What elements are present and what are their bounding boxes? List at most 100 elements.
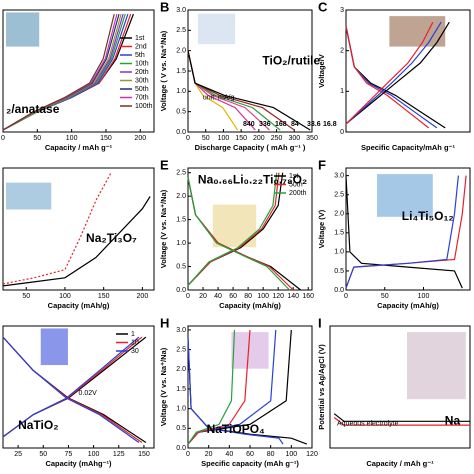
y-tick-label: 2.0 bbox=[176, 366, 186, 373]
y-tick-label: 0.0 bbox=[176, 129, 186, 136]
x-axis-title: Capacity / mAh g⁻¹ bbox=[366, 459, 434, 468]
panel: Capacity / mAh g⁻¹ Potential vs Ag/AgCl (… bbox=[317, 315, 471, 468]
curve bbox=[187, 50, 311, 131]
y-tick-label: 0.5 bbox=[176, 425, 186, 432]
plot-frame bbox=[345, 167, 471, 291]
panel: 0 50 100 0.0 0.5 1.0 1.5 2.0 2.5 3.0 Capacity (mAh… bbox=[317, 157, 471, 310]
y-axis-title: Voltage/V bbox=[317, 54, 326, 88]
x-tick-label: 100 bbox=[66, 135, 78, 142]
y-tick-label: 0.5 bbox=[176, 109, 186, 116]
x-tick-label: 160 bbox=[302, 293, 314, 300]
x-tick-label: 25 bbox=[14, 451, 22, 458]
y-tick-label: 0 bbox=[340, 129, 344, 136]
x-tick-label: 150 bbox=[138, 451, 150, 458]
x-tick-label: 20 bbox=[199, 293, 207, 300]
annotation: Na₀.₆₆Li₀.₂₂Ti₀.₇₈O₂ bbox=[198, 172, 307, 186]
legend-label: 50th bbox=[135, 86, 149, 93]
curve bbox=[345, 21, 442, 125]
legend-label: 16.8 bbox=[323, 121, 337, 128]
x-tick-label: 60 bbox=[246, 451, 254, 458]
x-tick-label: 120 bbox=[272, 293, 284, 300]
annotation: Na bbox=[445, 413, 461, 427]
x-tick-label: 50 bbox=[381, 293, 389, 300]
y-tick-label: 2.5 bbox=[176, 170, 186, 177]
x-tick-label: 0 bbox=[186, 135, 190, 142]
x-tick-label: 120 bbox=[306, 451, 318, 458]
panel-letter: B bbox=[160, 0, 169, 14]
structure-inset bbox=[40, 328, 68, 366]
x-tick-label: 100 bbox=[88, 451, 100, 458]
legend-label: 200th bbox=[289, 190, 307, 197]
y-tick-label: 1.5 bbox=[176, 216, 186, 223]
y-axis-title: Voltage (V vs. Na⁺/Na) bbox=[159, 347, 168, 426]
y-tick-label: 1.0 bbox=[176, 405, 186, 412]
panel: 50 100 150 200 Capacity (mAh/g) Na₂Ti₃O₇ bbox=[2, 167, 155, 310]
x-tick-label: 140 bbox=[287, 293, 299, 300]
annotation: NaTiO₂ bbox=[18, 418, 58, 432]
legend-label: 50th bbox=[289, 181, 303, 188]
annotation: unit: mA/g bbox=[203, 95, 235, 102]
x-tick-label: 100 bbox=[285, 451, 297, 458]
x-tick-label: 60 bbox=[229, 293, 237, 300]
plot-frame bbox=[2, 167, 155, 291]
structure-inset bbox=[6, 12, 40, 47]
y-axis-title: Potential vs Ag/AgCl (V) bbox=[317, 344, 326, 430]
curve bbox=[187, 337, 284, 445]
y-tick-label: 3 bbox=[340, 7, 344, 14]
x-tick-label: 100 bbox=[59, 293, 71, 300]
y-tick-label: 1 bbox=[340, 88, 344, 95]
x-tick-label: 0 bbox=[1, 135, 5, 142]
x-tick-label: 150 bbox=[100, 135, 112, 142]
x-tick-label: 200 bbox=[253, 135, 265, 142]
legend-label: 1st bbox=[289, 173, 298, 180]
structure-inset bbox=[407, 332, 466, 400]
x-tick-label: 150 bbox=[235, 135, 247, 142]
panel: 25 50 75 100 125 150 Capacity (mAhg⁻¹) 110 30 0.0… bbox=[2, 325, 155, 468]
structure-inset bbox=[231, 332, 269, 369]
curve bbox=[187, 172, 290, 291]
curve bbox=[2, 196, 151, 287]
legend-label: 30th bbox=[135, 77, 149, 84]
x-tick-label: 0 bbox=[186, 293, 190, 300]
plot-frame bbox=[187, 167, 313, 291]
legend-label: 10 bbox=[131, 339, 139, 346]
structure-inset bbox=[197, 13, 236, 45]
x-tick-label: 50 bbox=[33, 135, 41, 142]
y-tick-label: 1.5 bbox=[176, 68, 186, 75]
panel: 0 50 100 150 200 250 300 350 0.0 0.5 1.0 1.5 2.0 2.5 3… bbox=[159, 0, 337, 152]
x-tick-label: 40 bbox=[225, 451, 233, 458]
x-axis-title: Discharge Capacity ( mAh g⁻¹ ) bbox=[195, 143, 306, 152]
curve bbox=[2, 171, 112, 285]
x-axis-title: Capacity (mAh/g) bbox=[377, 301, 439, 310]
curve bbox=[2, 336, 140, 443]
panel: 0 20 40 60 80 100 120 140 160 0.0 0.5 1.0 1.5 2.0 2.5 C… bbox=[159, 157, 314, 310]
legend-label: 1st bbox=[135, 35, 144, 42]
y-tick-label: 1.0 bbox=[334, 249, 344, 256]
legend-label: 336 bbox=[259, 121, 271, 128]
y-tick-label: 2.0 bbox=[176, 193, 186, 200]
curve bbox=[187, 329, 236, 445]
x-tick-label: 100 bbox=[418, 293, 430, 300]
curve bbox=[345, 175, 459, 289]
x-tick-label: 100 bbox=[218, 135, 230, 142]
y-tick-label: 2.0 bbox=[334, 211, 344, 218]
x-tick-label: 200 bbox=[137, 293, 149, 300]
y-tick-label: 1.5 bbox=[334, 230, 344, 237]
y-tick-label: 2 bbox=[340, 48, 344, 55]
x-tick-label: 100 bbox=[257, 293, 269, 300]
annotation: Li₄Ti₅O₁₂ bbox=[402, 209, 454, 223]
curve bbox=[2, 13, 115, 131]
x-axis-title: Specific capacity (mAh g⁻¹) bbox=[201, 459, 299, 468]
annotation: 0.02V bbox=[79, 390, 98, 397]
plot-frame bbox=[2, 9, 155, 133]
plot-frame bbox=[345, 9, 471, 133]
curve bbox=[345, 21, 450, 125]
legend-label: 70th bbox=[135, 94, 149, 101]
y-tick-label: 0.0 bbox=[176, 287, 186, 294]
y-tick-label: 2.5 bbox=[176, 27, 186, 34]
x-tick-label: 350 bbox=[306, 135, 318, 142]
structure-inset bbox=[6, 182, 52, 210]
legend-label: 2nd bbox=[135, 43, 147, 50]
y-axis-title: Voltage ( V vs. Na⁺/Na) bbox=[159, 30, 168, 111]
